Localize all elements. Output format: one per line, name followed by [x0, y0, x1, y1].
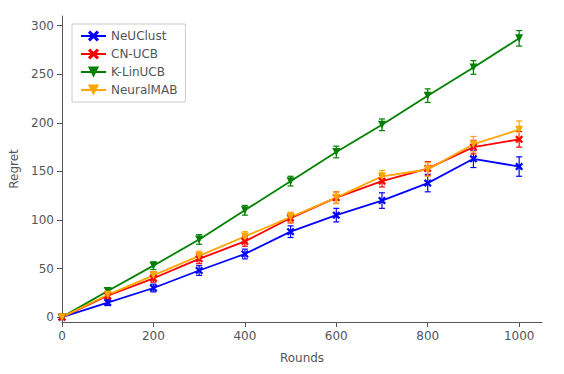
svg-text:300: 300 — [31, 19, 54, 33]
svg-text:100: 100 — [31, 213, 54, 227]
svg-text:1000: 1000 — [504, 329, 535, 343]
svg-text:Rounds: Rounds — [280, 351, 324, 365]
svg-text:NeUClust: NeUClust — [111, 29, 167, 43]
svg-text:250: 250 — [31, 67, 54, 81]
svg-text:0: 0 — [46, 310, 54, 324]
svg-text:K-LinUCB: K-LinUCB — [111, 65, 165, 79]
svg-text:800: 800 — [416, 329, 439, 343]
svg-text:0: 0 — [58, 329, 66, 343]
svg-text:400: 400 — [233, 329, 256, 343]
svg-text:200: 200 — [142, 329, 165, 343]
svg-text:CN-UCB: CN-UCB — [111, 47, 158, 61]
svg-text:150: 150 — [31, 164, 54, 178]
svg-text:200: 200 — [31, 116, 54, 130]
svg-text:600: 600 — [325, 329, 348, 343]
svg-text:50: 50 — [39, 262, 54, 276]
svg-text:NeuralMAB: NeuralMAB — [111, 83, 177, 97]
svg-text:Regret: Regret — [7, 149, 21, 189]
